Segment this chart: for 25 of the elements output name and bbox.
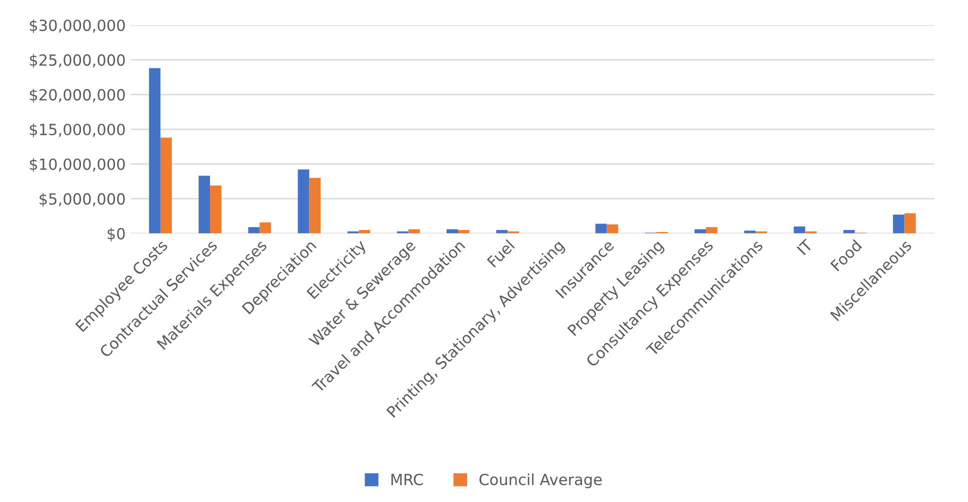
legend-label: MRC bbox=[391, 474, 423, 486]
bar bbox=[606, 224, 618, 234]
bar bbox=[298, 170, 310, 234]
y-tick-label: $5,000,000 bbox=[40, 192, 125, 207]
bar bbox=[210, 186, 222, 234]
bar bbox=[248, 227, 260, 234]
x-tick-label: IT bbox=[796, 238, 814, 256]
bar bbox=[794, 226, 806, 234]
bar bbox=[198, 176, 210, 234]
y-tick-label: $25,000,000 bbox=[30, 54, 125, 68]
bar bbox=[595, 224, 607, 234]
y-tick-label: $0 bbox=[108, 228, 125, 242]
y-tick-label: $20,000,000 bbox=[30, 88, 125, 103]
y-tick-label: $30,000,000 bbox=[30, 19, 125, 34]
bar bbox=[904, 213, 916, 234]
y-tick-label: $10,000,000 bbox=[30, 158, 125, 172]
bar bbox=[309, 178, 321, 234]
legend-label: Council Average bbox=[480, 473, 602, 488]
bar bbox=[744, 230, 756, 234]
bar bbox=[149, 68, 160, 234]
bar bbox=[892, 214, 904, 234]
bar bbox=[260, 222, 272, 234]
bar bbox=[706, 227, 718, 234]
bar bbox=[160, 138, 172, 234]
y-tick-label: $15,000,000 bbox=[30, 123, 125, 138]
